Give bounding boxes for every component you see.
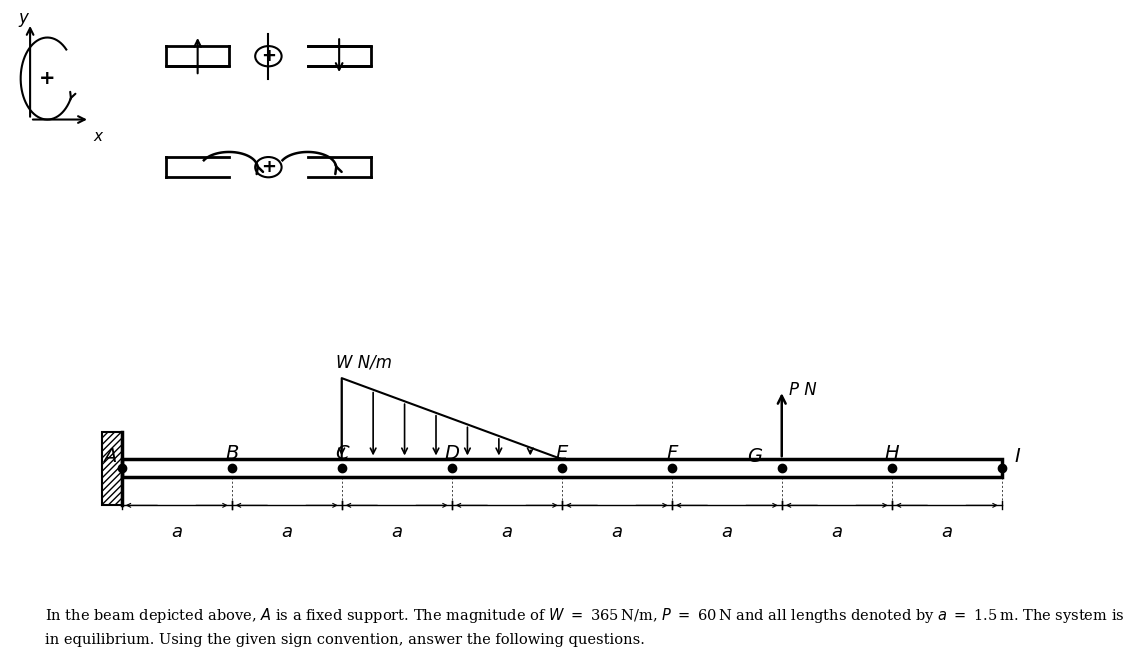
Text: W N/m: W N/m [336, 354, 392, 372]
Text: E: E [556, 444, 568, 463]
Text: In the beam depicted above, $A$ is a fixed support. The magnitude of $W$ $=$ 365: In the beam depicted above, $A$ is a fix… [45, 606, 1123, 625]
Text: a: a [501, 523, 512, 541]
Text: a: a [171, 523, 182, 541]
Text: +: + [261, 158, 276, 176]
Bar [121, 459, 1002, 477]
Text: +: + [261, 47, 276, 65]
Text: a: a [611, 523, 622, 541]
Text: a: a [281, 523, 292, 541]
Text: a: a [391, 523, 402, 541]
Text: H: H [885, 444, 900, 463]
Text: in equilibrium. Using the given sign convention, answer the following questions.: in equilibrium. Using the given sign con… [45, 633, 645, 647]
Text: a: a [721, 523, 732, 541]
Text: y: y [19, 9, 29, 27]
Text: F: F [666, 444, 677, 463]
Text: +: + [39, 69, 56, 88]
Text: P N: P N [789, 381, 818, 399]
Text: x: x [93, 129, 102, 144]
Text: G: G [747, 447, 761, 466]
Text: C: C [335, 444, 348, 463]
Text: a: a [941, 523, 952, 541]
Text: I: I [1015, 447, 1021, 466]
Text: A: A [103, 447, 116, 466]
Bar [102, 431, 121, 505]
Text: D: D [445, 444, 459, 463]
Text: a: a [831, 523, 842, 541]
Text: B: B [225, 444, 238, 463]
